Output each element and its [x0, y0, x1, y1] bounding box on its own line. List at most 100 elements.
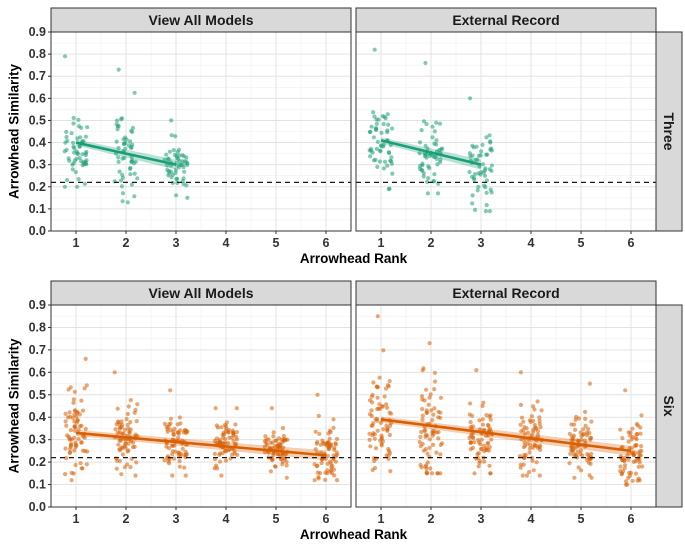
data-point: [427, 445, 432, 450]
data-point: [528, 419, 533, 425]
data-point: [567, 431, 572, 436]
data-point: [480, 142, 485, 147]
data-point: [522, 425, 527, 430]
data-point: [75, 417, 80, 422]
data-point: [123, 135, 128, 140]
data-point: [69, 131, 74, 136]
data-point: [567, 461, 572, 466]
y-tick-label: 0.6: [29, 91, 46, 105]
data-point: [334, 450, 339, 455]
facet-strip-label: View All Models: [148, 285, 253, 301]
data-point: [222, 422, 227, 428]
data-point: [479, 149, 484, 154]
data-point: [381, 121, 386, 127]
data-point: [420, 397, 425, 402]
data-point: [488, 413, 493, 418]
data-point: [487, 133, 492, 138]
data-point: [120, 175, 126, 180]
x-tick-label: 5: [578, 236, 585, 250]
data-point: [535, 432, 541, 437]
data-point: [165, 455, 170, 460]
data-point: [432, 155, 437, 160]
row-facet-label: Six: [661, 395, 677, 416]
data-point: [374, 121, 379, 126]
data-point: [581, 427, 586, 432]
x-tick-label: 2: [123, 236, 130, 250]
data-point: [482, 459, 487, 464]
data-point: [135, 176, 140, 181]
data-point: [170, 473, 175, 478]
data-point: [484, 135, 489, 140]
data-point: [417, 140, 423, 145]
data-point: [116, 145, 121, 151]
data-point: [623, 388, 628, 393]
x-tick-label: 3: [478, 236, 485, 250]
data-point: [171, 148, 176, 153]
data-point: [386, 122, 391, 127]
x-tick-label: 1: [73, 236, 80, 250]
data-point: [431, 431, 436, 436]
data-point: [125, 411, 130, 417]
data-point: [535, 428, 541, 433]
data-point: [533, 425, 538, 430]
data-point: [387, 186, 392, 191]
data-point: [379, 144, 384, 149]
trend-line: [75, 431, 327, 457]
data-point: [129, 182, 134, 187]
data-point: [169, 118, 174, 123]
data-point: [284, 459, 289, 464]
trend-line: [380, 139, 482, 166]
data-point: [162, 421, 167, 426]
data-point: [132, 90, 137, 95]
data-point: [630, 478, 635, 483]
data-point: [226, 430, 231, 435]
facet-strip: [355, 7, 657, 33]
panel-three-external-record: External Record 1 2 3 4 5 6: [355, 7, 657, 250]
data-point: [217, 440, 222, 445]
data-point: [429, 408, 434, 413]
data-point: [372, 47, 377, 52]
data-point: [385, 426, 390, 431]
data-point: [234, 406, 239, 411]
data-point: [271, 434, 276, 439]
data-point: [219, 425, 224, 430]
data-point: [422, 428, 427, 433]
data-point: [424, 463, 429, 468]
data-point: [185, 195, 190, 200]
data-point: [128, 165, 133, 170]
data-point: [572, 475, 577, 480]
data-point: [79, 398, 84, 403]
data-point: [535, 399, 540, 404]
data-point: [487, 444, 492, 450]
data-point: [633, 443, 638, 448]
data-point: [72, 435, 77, 440]
data-point: [388, 411, 394, 416]
data-point: [166, 446, 172, 451]
row-facet-strip: [655, 31, 683, 232]
data-point: [223, 440, 228, 446]
data-point: [125, 449, 130, 454]
data-point: [173, 134, 178, 139]
data-point: [315, 470, 320, 475]
data-point: [477, 418, 482, 423]
data-point: [480, 162, 486, 167]
data-point: [420, 161, 425, 166]
data-point: [372, 432, 377, 437]
data-point: [177, 459, 182, 464]
data-point: [63, 411, 68, 416]
data-point: [387, 379, 392, 384]
x-tick-label: 6: [323, 512, 330, 526]
data-point: [427, 341, 432, 346]
data-point: [184, 428, 189, 433]
data-point: [368, 444, 373, 449]
data-point: [385, 383, 390, 388]
data-point: [480, 403, 485, 409]
data-point: [72, 158, 77, 163]
data-point: [468, 440, 473, 445]
data-point: [379, 443, 384, 448]
y-tick-label: 0.5: [29, 113, 46, 127]
facet-strip-label: External Record: [452, 12, 559, 28]
data-point: [489, 146, 494, 151]
x-tick-label: 6: [628, 512, 635, 526]
data-point: [538, 447, 543, 452]
